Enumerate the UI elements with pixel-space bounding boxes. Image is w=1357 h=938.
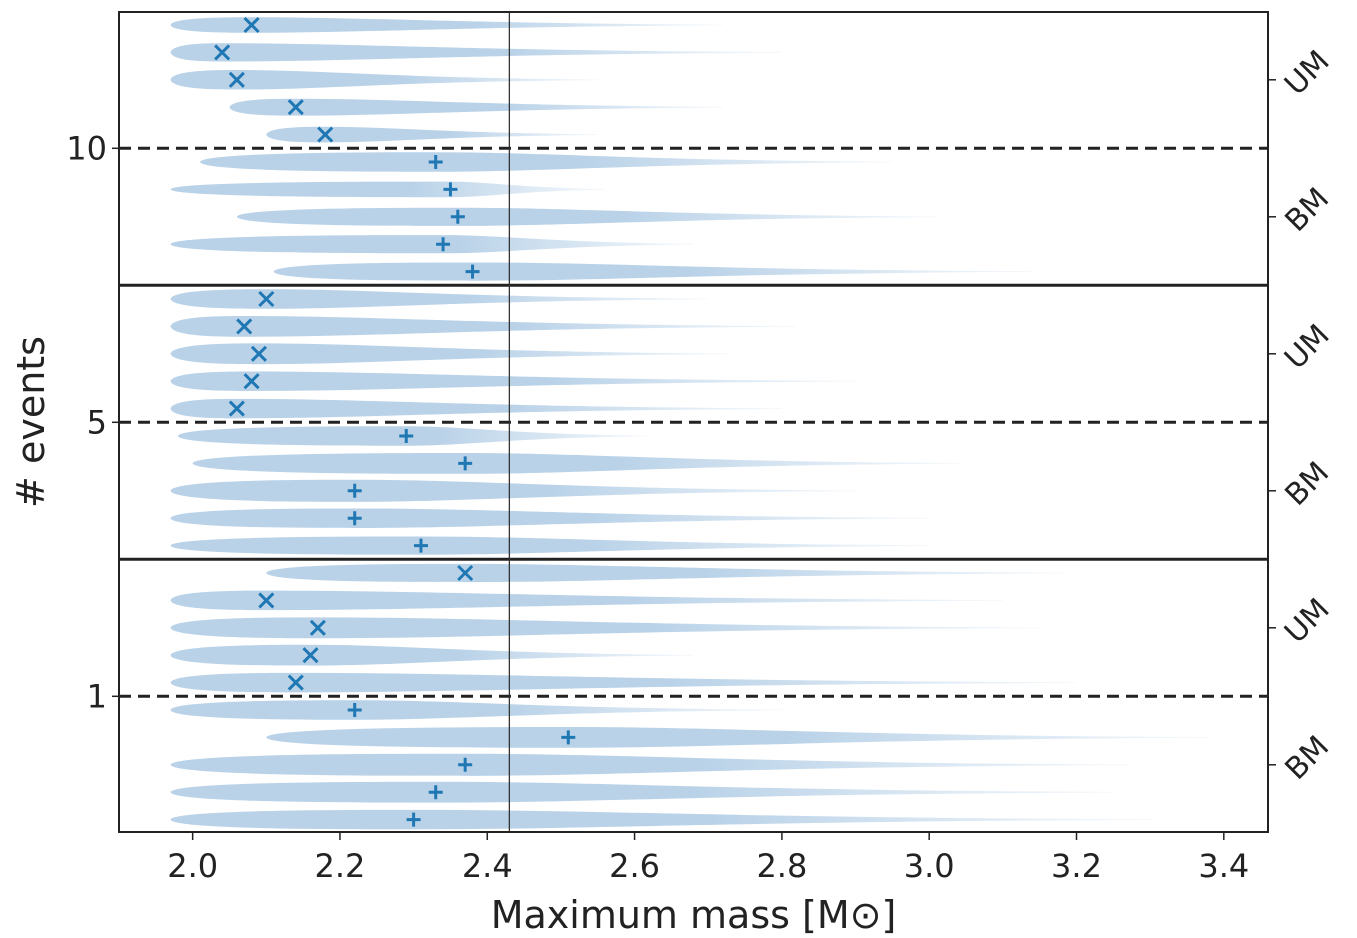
group-label-um: UM	[1278, 592, 1337, 651]
violin-bm-5-5	[170, 536, 930, 555]
violin-bm-5-1	[177, 426, 650, 446]
violin-um-5-4	[170, 371, 856, 391]
median-plus-marker	[413, 538, 428, 553]
violin-um-10-1	[170, 17, 723, 33]
median-x-marker	[258, 592, 275, 609]
x-tick-label: 2.0	[167, 847, 218, 885]
median-plus-marker	[347, 483, 362, 498]
violin-bm-1-1	[170, 700, 782, 720]
violin-um-1-1	[266, 563, 1062, 583]
median-plus-marker	[436, 237, 451, 252]
median-x-marker	[228, 400, 245, 417]
x-tick-label: 2.6	[609, 847, 660, 885]
median-plus-marker	[458, 757, 473, 772]
y-axis-label: # events	[9, 336, 53, 508]
median-plus-marker	[428, 155, 443, 169]
median-plus-marker	[443, 182, 458, 197]
violin-um-1-5	[170, 672, 1077, 693]
violin-bm-1-2	[266, 727, 1210, 748]
x-tick-label: 3.2	[1051, 847, 1102, 885]
group-label-bm: BM	[1278, 729, 1336, 787]
violin-bm-10-3	[236, 207, 937, 226]
median-plus-marker	[458, 456, 473, 471]
events-tick-label: 5	[87, 403, 107, 441]
x-tick-label: 3.4	[1198, 847, 1249, 885]
median-plus-marker	[428, 785, 443, 800]
x-axis-label: Maximum mass [M⊙]	[491, 893, 897, 937]
median-x-marker	[228, 71, 245, 88]
median-x-marker	[302, 647, 319, 664]
x-tick-label: 2.2	[315, 847, 366, 885]
median-plus-marker	[399, 429, 414, 443]
violin-bm-10-5	[273, 262, 1033, 281]
violin-um-5-3	[170, 343, 731, 365]
violin-bm-1-4	[170, 781, 1114, 803]
plot-frame	[118, 11, 1269, 833]
median-x-marker	[309, 619, 326, 636]
median-x-marker	[258, 290, 275, 308]
violin-um-10-3	[170, 70, 598, 90]
median-plus-marker	[347, 511, 362, 526]
violin-um-1-2	[170, 590, 1003, 611]
median-plus-marker	[450, 209, 465, 224]
median-x-marker	[214, 44, 231, 61]
violin-um-10-4	[229, 98, 723, 116]
violin-um-10-5	[266, 126, 598, 143]
median-x-marker	[317, 126, 334, 143]
violin-bm-1-3	[170, 753, 1129, 776]
x-tick-label: 2.4	[462, 847, 513, 885]
violin-bm-5-4	[170, 508, 930, 528]
group-label-bm: BM	[1278, 181, 1336, 239]
median-plus-marker	[465, 264, 480, 279]
group-label-um: UM	[1278, 318, 1337, 377]
median-x-marker	[236, 318, 253, 335]
violin-um-10-2	[170, 43, 782, 62]
median-plus-marker	[406, 812, 421, 827]
group-label-um: UM	[1278, 44, 1337, 103]
x-tick-label: 2.8	[756, 847, 807, 885]
violin-um-5-5	[170, 398, 782, 419]
violin-bm-10-1	[200, 152, 893, 172]
median-plus-marker	[347, 703, 362, 717]
x-tick-label: 3.0	[904, 847, 955, 885]
violin-um-1-3	[170, 617, 1040, 639]
median-x-marker	[287, 674, 304, 691]
events-tick-label: 10	[66, 129, 107, 167]
median-x-marker	[457, 564, 474, 582]
violin-um-5-2	[170, 316, 797, 337]
violin-bm-5-3	[170, 479, 856, 502]
events-tick-label: 1	[87, 677, 107, 715]
violin-bm-10-4	[170, 235, 694, 254]
violin-um-1-4	[170, 644, 694, 666]
violin-bm-5-2	[192, 453, 959, 474]
violin-bm-1-5	[170, 809, 1151, 830]
violin-um-5-1	[170, 289, 709, 309]
median-plus-marker	[561, 730, 576, 745]
group-label-bm: BM	[1278, 455, 1336, 513]
median-x-marker	[287, 99, 304, 116]
violin-bm-10-2	[170, 181, 606, 198]
median-x-marker	[243, 373, 260, 390]
median-x-marker	[243, 16, 260, 34]
median-x-marker	[250, 345, 268, 362]
